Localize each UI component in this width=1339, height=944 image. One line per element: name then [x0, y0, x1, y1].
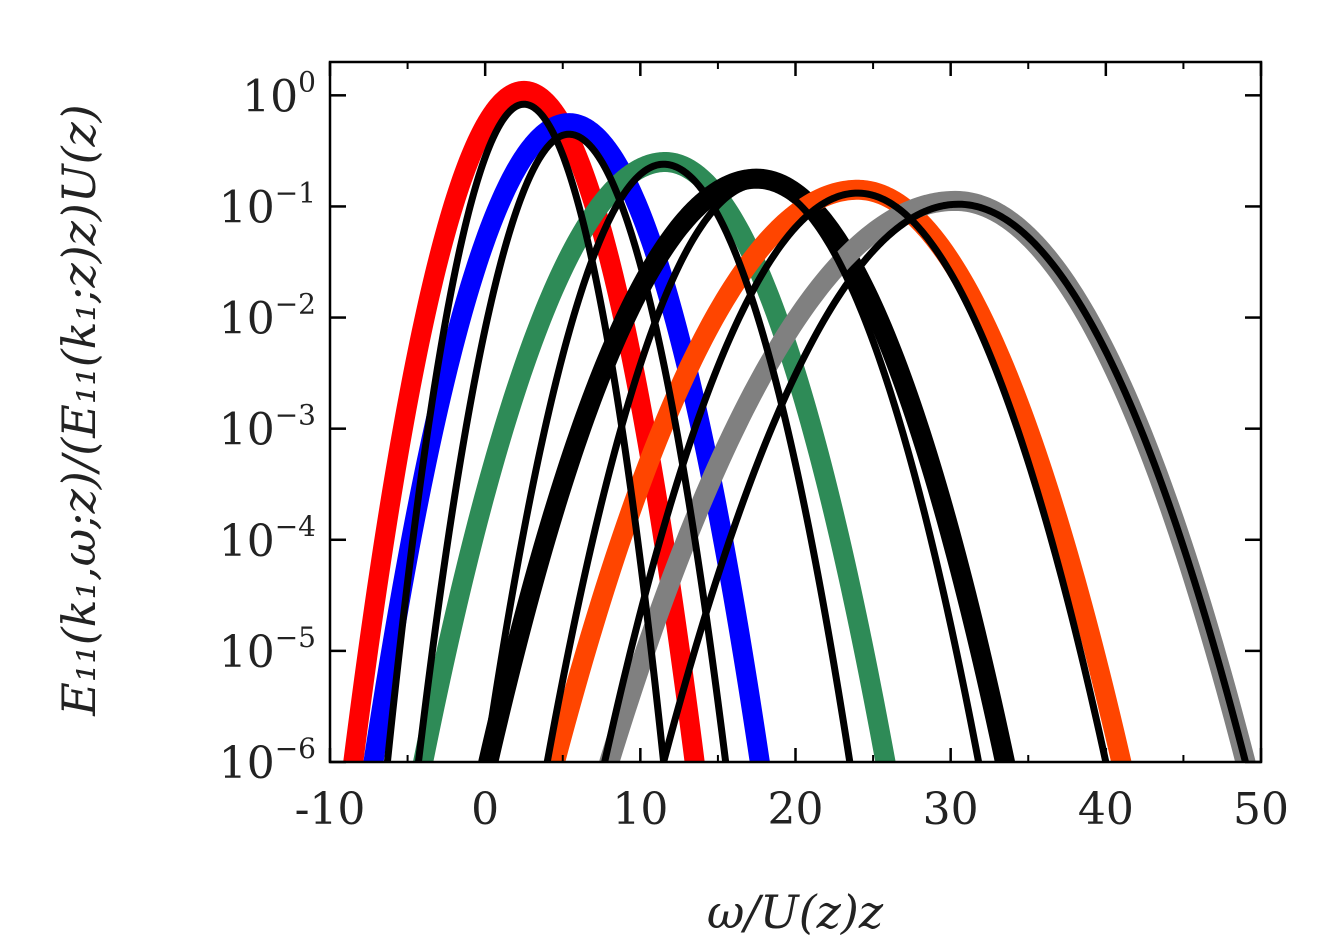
x-axis-title: ω/U(z)z — [707, 885, 884, 939]
y-tick-label: 10−3 — [219, 399, 316, 456]
x-tick-label: 40 — [1078, 784, 1134, 835]
x-tick-label: 0 — [471, 784, 499, 835]
series-data-4 — [478, 168, 1015, 762]
series-data-2 — [363, 113, 770, 762]
series-layer — [343, 80, 1256, 762]
tick-labels-layer: -10 0 10 20 30 40 50 100 10−1 10−2 10−3 10−4 10−5 10−… — [219, 65, 1289, 835]
series-data-5 — [544, 179, 1132, 762]
series-fit-6 — [660, 200, 1249, 762]
y-tick-label: 10−6 — [219, 732, 316, 789]
x-tick-label: -10 — [295, 784, 366, 835]
y-tick-label: 10−5 — [219, 621, 316, 678]
series-fit-4 — [543, 180, 983, 762]
x-tick-label: 50 — [1233, 784, 1289, 835]
y-axis-title: E₁₁(k₁,ω;z)/(E₁₁(k₁;z)z)U(z) — [52, 104, 106, 716]
series-fit-3 — [481, 160, 854, 762]
x-tick-label: 30 — [923, 784, 979, 835]
y-tick-label: 10−2 — [219, 288, 316, 345]
series-fit-2 — [414, 130, 730, 762]
y-tick-label: 10−4 — [219, 510, 316, 567]
ticks-layer — [328, 62, 1263, 764]
series-fit-5 — [601, 189, 1110, 762]
series-fit-1 — [383, 100, 668, 762]
series-data-1 — [343, 80, 705, 762]
x-tick-label: 10 — [612, 784, 668, 835]
y-tick-label: 10−1 — [219, 176, 316, 233]
x-tick-label: 20 — [768, 784, 824, 835]
y-tick-label: 100 — [242, 65, 316, 122]
